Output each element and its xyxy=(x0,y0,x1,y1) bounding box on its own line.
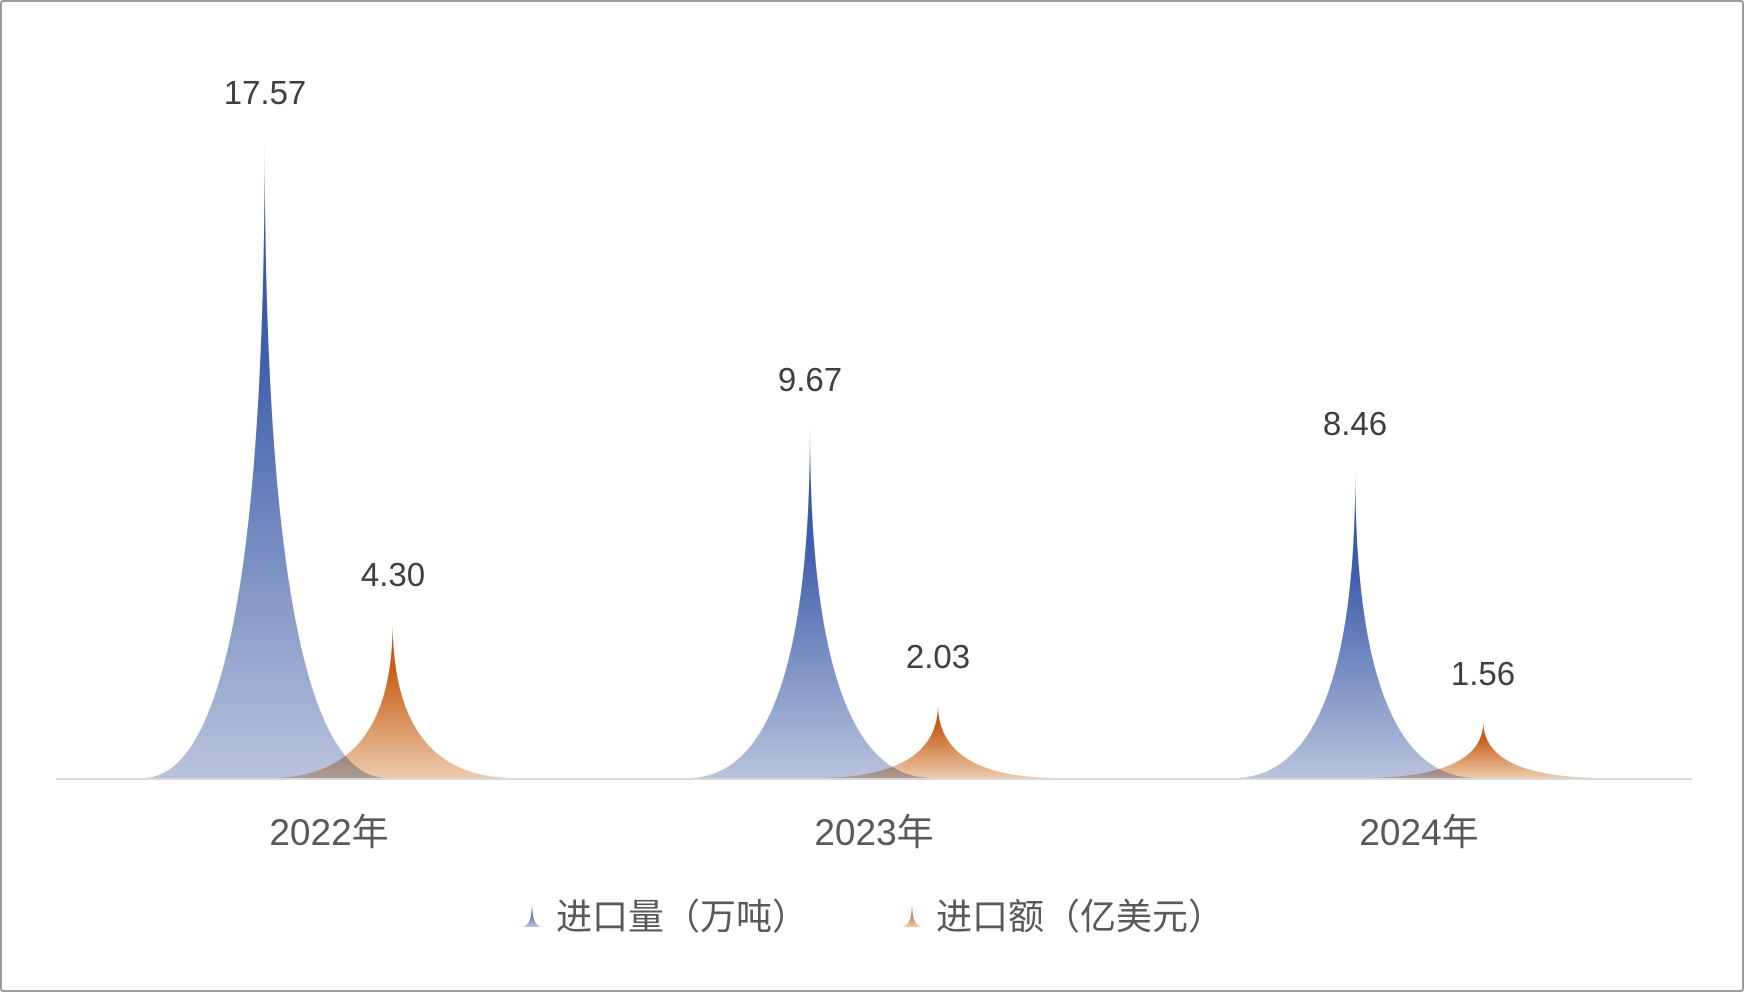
legend-marker-orange-spike-icon xyxy=(901,902,923,927)
legend-marker-blue-spike-icon xyxy=(520,902,543,927)
category-label-2023: 2023年 xyxy=(814,812,934,853)
legend-item-import-value: 进口额（亿美元） xyxy=(900,888,1224,940)
spike-import-value-2 xyxy=(1361,721,1606,778)
category-label-2022: 2022年 xyxy=(269,812,389,853)
legend-item-import-volume: 进口量（万吨） xyxy=(520,888,808,940)
spike-import-value-0 xyxy=(270,621,515,778)
legend-label-import-value: 进口额（亿美元） xyxy=(936,896,1225,937)
data-label-import-value-0: 4.30 xyxy=(360,556,426,593)
series-spikes xyxy=(142,140,1606,778)
legend: 进口量（万吨） 进口额（亿美元） xyxy=(2,888,1742,940)
data-label-import-volume-1: 9.67 xyxy=(777,361,843,398)
category-label-2024: 2024年 xyxy=(1359,812,1479,853)
spike-import-value-1 xyxy=(816,704,1060,778)
data-label-import-volume-0: 17.57 xyxy=(223,74,307,111)
data-label-import-volume-2: 8.46 xyxy=(1322,405,1388,442)
spike-import-volume-2 xyxy=(1233,470,1478,778)
spike-import-volume-1 xyxy=(688,426,932,778)
data-label-import-value-2: 1.56 xyxy=(1450,655,1516,692)
data-label-import-value-1: 2.03 xyxy=(905,638,971,675)
spike-import-volume-0 xyxy=(142,140,387,778)
legend-label-import-volume: 进口量（万吨） xyxy=(555,896,808,937)
